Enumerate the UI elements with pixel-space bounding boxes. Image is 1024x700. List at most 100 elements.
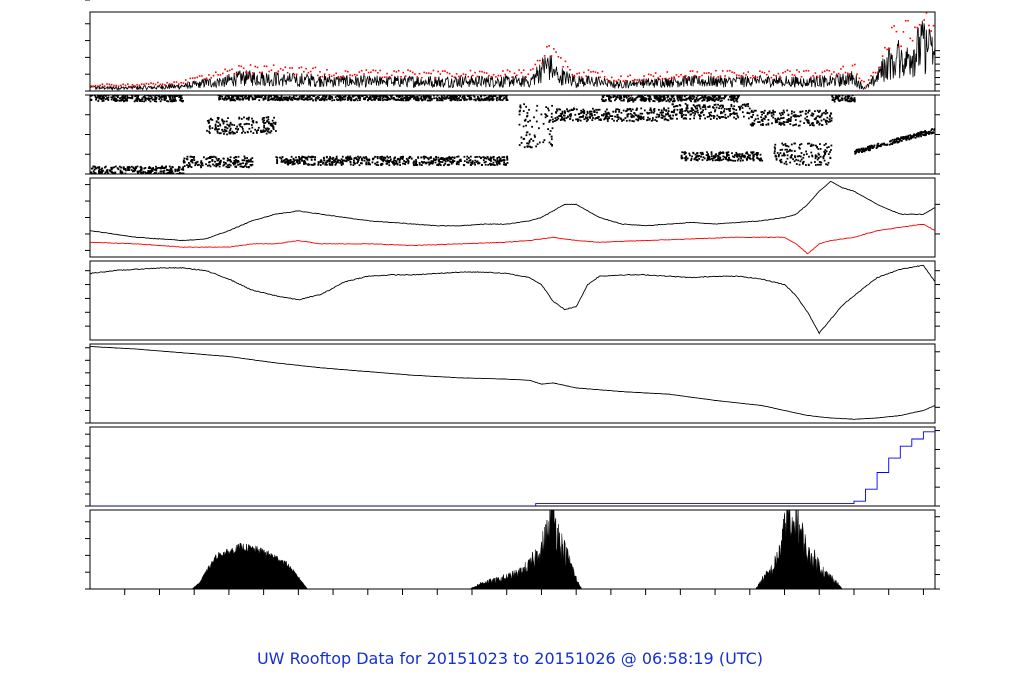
- direction-point: [358, 164, 361, 167]
- direction-point: [155, 165, 157, 168]
- wind-peak-point: [247, 72, 249, 74]
- direction-point: [802, 161, 804, 164]
- direction-point: [576, 118, 579, 121]
- direction-point: [128, 96, 130, 99]
- direction-point: [205, 158, 208, 161]
- direction-point: [386, 159, 389, 162]
- direction-point: [601, 114, 603, 116]
- direction-point: [643, 109, 646, 112]
- direction-point: [598, 108, 601, 111]
- direction-point: [104, 172, 106, 174]
- direction-point: [756, 153, 758, 156]
- direction-point: [450, 158, 453, 160]
- direction-point: [609, 115, 612, 117]
- direction-point: [618, 96, 620, 99]
- direction-point: [709, 97, 712, 99]
- direction-point: [800, 158, 803, 161]
- direction-point: [598, 116, 600, 118]
- direction-point: [242, 162, 244, 165]
- direction-point: [854, 152, 857, 155]
- direction-point: [540, 113, 543, 116]
- direction-point: [795, 123, 797, 126]
- direction-point: [139, 166, 142, 169]
- direction-point: [102, 169, 105, 172]
- direction-point: [401, 98, 404, 100]
- direction-point: [438, 163, 441, 165]
- direction-point: [307, 155, 310, 158]
- wind-peak-point: [560, 57, 562, 59]
- direction-point: [102, 96, 105, 98]
- direction-point: [618, 110, 620, 113]
- direction-point: [437, 163, 440, 166]
- direction-point: [270, 95, 272, 97]
- direction-point: [139, 99, 142, 101]
- direction-point: [708, 97, 710, 100]
- direction-point: [420, 164, 423, 166]
- direction-point: [611, 115, 614, 117]
- direction-point: [678, 104, 681, 106]
- direction-point: [530, 138, 533, 140]
- direction-point: [222, 157, 225, 160]
- direction-point: [477, 96, 479, 98]
- direction-point: [297, 98, 300, 101]
- direction-point: [269, 131, 272, 134]
- wind-peak-point: [819, 74, 821, 77]
- direction-point: [846, 97, 849, 100]
- direction-point: [837, 98, 840, 101]
- wind-peak-point: [678, 75, 680, 78]
- direction-point: [606, 115, 609, 118]
- direction-point: [675, 105, 678, 107]
- direction-point: [246, 122, 248, 125]
- direction-point: [656, 96, 658, 99]
- direction-point: [416, 95, 418, 98]
- wind-peak-point: [543, 55, 546, 57]
- direction-point: [725, 95, 728, 97]
- direction-point: [563, 117, 566, 120]
- direction-point: [211, 159, 214, 162]
- wind-peak-point: [766, 73, 768, 76]
- direction-point: [470, 161, 472, 164]
- direction-point: [243, 155, 246, 158]
- wind-peak-point: [624, 79, 627, 82]
- direction-point: [91, 95, 94, 97]
- direction-point: [779, 149, 782, 151]
- direction-point: [627, 95, 630, 98]
- direction-point: [699, 107, 702, 110]
- direction-point: [682, 98, 685, 101]
- radiation-area-day2: [469, 510, 583, 589]
- direction-point: [632, 100, 635, 103]
- direction-point: [678, 97, 681, 100]
- direction-point: [367, 99, 369, 102]
- direction-point: [501, 99, 504, 102]
- direction-point: [163, 95, 165, 96]
- direction-point: [754, 109, 757, 112]
- direction-point: [883, 143, 885, 146]
- direction-point: [406, 97, 409, 100]
- wind-peak-point: [722, 70, 724, 72]
- direction-point: [714, 98, 717, 101]
- direction-point: [525, 134, 528, 137]
- wind-peak-point: [691, 70, 694, 72]
- direction-point: [279, 96, 282, 99]
- direction-point: [766, 113, 769, 116]
- direction-point: [229, 156, 232, 159]
- direction-point: [344, 160, 347, 162]
- direction-point: [659, 100, 662, 102]
- wind-peak-point: [182, 82, 185, 84]
- direction-point: [405, 157, 408, 160]
- direction-point: [781, 148, 784, 151]
- direction-point: [175, 99, 177, 102]
- direction-point: [221, 95, 224, 98]
- direction-point: [121, 171, 124, 174]
- direction-point: [218, 132, 221, 135]
- wind-peak-point: [309, 70, 312, 73]
- direction-point: [706, 159, 708, 162]
- direction-point: [209, 127, 211, 130]
- direction-point: [100, 169, 103, 172]
- direction-point: [572, 119, 574, 122]
- wind-peak-point: [103, 85, 106, 87]
- wind-peak-point: [867, 79, 870, 81]
- wind-peak-point: [696, 71, 699, 73]
- direction-point: [799, 120, 802, 123]
- direction-point: [652, 100, 655, 102]
